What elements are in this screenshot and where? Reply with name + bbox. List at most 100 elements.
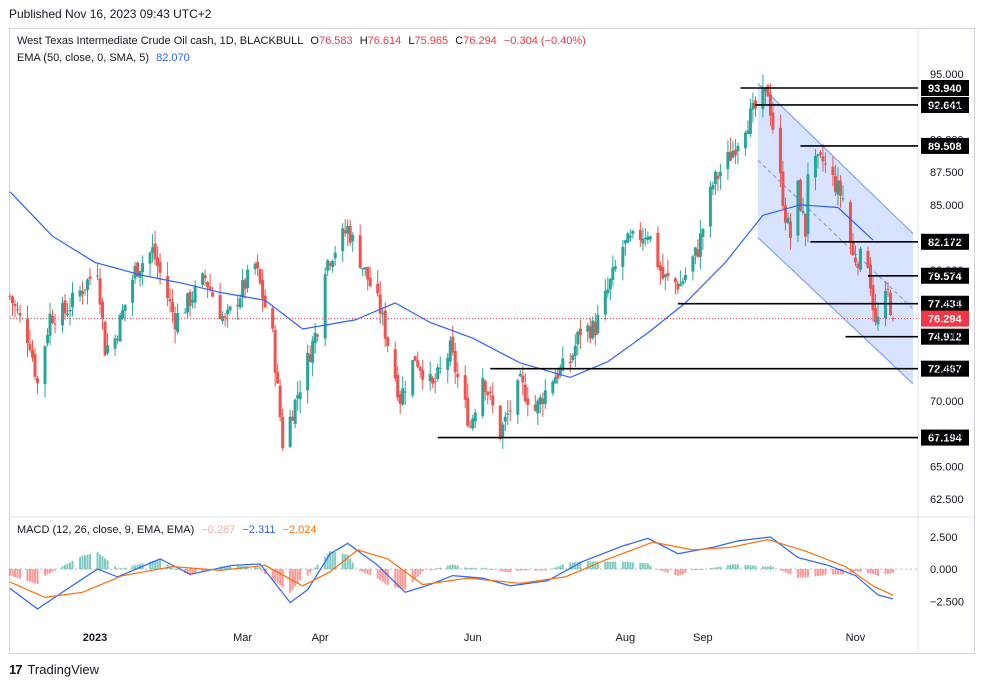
candle-body bbox=[121, 310, 125, 319]
level-label: 67.194 bbox=[928, 433, 963, 445]
candle-body bbox=[273, 329, 277, 373]
candle-body bbox=[871, 285, 875, 311]
candle-body bbox=[96, 275, 100, 277]
ema-legend[interactable]: EMA (50, close, 0, SMA, 5) 82.070 bbox=[17, 52, 194, 64]
macd-hist-bar bbox=[839, 569, 842, 575]
candle-body bbox=[613, 266, 617, 270]
macd-hist-bar bbox=[556, 566, 559, 570]
candle-body bbox=[433, 381, 437, 383]
macd-hist-bar bbox=[201, 569, 204, 572]
macd-hist-bar bbox=[729, 564, 732, 570]
candle-body bbox=[481, 378, 485, 416]
ema-value: 82.070 bbox=[156, 52, 190, 64]
macd-hist-bar bbox=[526, 569, 529, 571]
candle-body bbox=[491, 395, 495, 406]
candle-body bbox=[166, 276, 170, 299]
macd-hist-bar bbox=[429, 569, 432, 571]
published-timestamp: Published Nov 16, 2023 09:43 UTC+2 bbox=[9, 7, 212, 21]
macd-legend[interactable]: MACD (12, 26, close, 9, EMA, EMA) −0.287… bbox=[17, 524, 321, 536]
macd-hist-bar bbox=[291, 569, 294, 590]
candle-body bbox=[788, 221, 792, 238]
candle-body bbox=[28, 343, 32, 351]
candle-body bbox=[418, 366, 422, 371]
macd-hist-bar bbox=[366, 569, 369, 575]
macd-hist-bar bbox=[466, 567, 469, 570]
price-tick-label: 85.000 bbox=[930, 200, 964, 212]
candle-body bbox=[628, 235, 632, 238]
macd-hist-bar bbox=[889, 569, 892, 574]
macd-hist-bar bbox=[544, 569, 547, 571]
macd-hist-bar bbox=[344, 554, 347, 570]
candle-body bbox=[328, 263, 332, 266]
candle-body bbox=[621, 246, 625, 267]
candle-body bbox=[561, 358, 565, 371]
candle-body bbox=[151, 247, 155, 253]
macd-hist-bar bbox=[159, 559, 162, 570]
horizontal-levels[interactable]: 93.940 92.641 89.508 82.172 79.574 77.434 74.9… bbox=[437, 79, 969, 446]
macd-pane: 2.500 0.000 −2.500 bbox=[9, 532, 964, 610]
time-tick-label: Apr bbox=[312, 632, 329, 644]
macd-hist-bar bbox=[661, 569, 664, 572]
candle-body bbox=[538, 397, 542, 405]
macd-hist-bar bbox=[524, 569, 527, 571]
candle-body bbox=[176, 313, 180, 332]
candle-body bbox=[413, 356, 417, 361]
macd-hist-bar bbox=[586, 561, 589, 570]
candle-body bbox=[331, 260, 335, 267]
macd-hist-bar bbox=[831, 569, 834, 575]
candle-body bbox=[378, 294, 382, 314]
chart-frame bbox=[9, 28, 975, 654]
candle-body bbox=[648, 236, 652, 240]
time-tick-label: Nov bbox=[846, 632, 866, 644]
candle-body bbox=[818, 152, 822, 155]
tradingview-footer[interactable]: 17 TradingView bbox=[9, 662, 99, 677]
candle-body bbox=[778, 127, 782, 174]
macd-hist-bar bbox=[294, 569, 297, 587]
symbol-title[interactable]: West Texas Intermediate Crude Oil cash, … bbox=[17, 35, 304, 47]
macd-hist-bar bbox=[871, 569, 874, 574]
macd-hist-bar bbox=[274, 569, 277, 582]
macd-hist-bar bbox=[61, 566, 64, 570]
candle-body bbox=[676, 283, 680, 290]
macd-hist-bar bbox=[229, 565, 232, 570]
macd-hist-bar bbox=[464, 567, 467, 570]
macd-hist-bar bbox=[631, 562, 634, 570]
macd-hist-bar bbox=[299, 569, 302, 580]
macd-hist-bar bbox=[851, 569, 854, 572]
candle-body bbox=[401, 388, 405, 405]
macd-hist-bar bbox=[226, 565, 229, 570]
macd-hist-bar bbox=[784, 569, 787, 573]
candle-body bbox=[736, 146, 740, 152]
candle-body bbox=[148, 252, 152, 264]
macd-hist-bar bbox=[446, 565, 449, 570]
macd-hist-bar bbox=[576, 561, 579, 570]
candle-body bbox=[771, 112, 775, 130]
price-axis[interactable]: 95.000 92.500 90.000 87.500 85.000 82.500 80.0… bbox=[930, 69, 964, 506]
price-tick-label: 80.000 bbox=[930, 265, 964, 277]
time-axis[interactable]: 2023 Mar Apr Jun Aug Sep Nov bbox=[83, 632, 866, 644]
candle-body bbox=[466, 397, 470, 426]
macd-hist-bar bbox=[506, 569, 509, 573]
candle-body bbox=[643, 237, 647, 239]
macd-hist-bar bbox=[454, 565, 457, 570]
macd-hist-bar bbox=[346, 554, 349, 570]
macd-signal-value: −2.024 bbox=[282, 524, 317, 536]
candle-body bbox=[473, 412, 477, 422]
macd-hist-bar bbox=[136, 564, 139, 570]
candle-body bbox=[506, 413, 510, 415]
candle-body bbox=[553, 377, 557, 384]
candle-body bbox=[578, 328, 582, 336]
candle-body bbox=[326, 260, 330, 271]
candle-body bbox=[556, 373, 560, 379]
close-value: C76.294 bbox=[455, 35, 497, 47]
level-tag bbox=[921, 429, 969, 446]
candle-body bbox=[36, 378, 40, 383]
candle-body bbox=[891, 317, 895, 319]
macd-hist-bar bbox=[656, 569, 659, 570]
macd-hist-bar bbox=[16, 569, 19, 578]
macd-hist-bar bbox=[841, 569, 844, 575]
macd-hist-bar bbox=[621, 561, 624, 570]
candle-body bbox=[558, 367, 562, 376]
macd-hist-bar bbox=[746, 565, 749, 570]
